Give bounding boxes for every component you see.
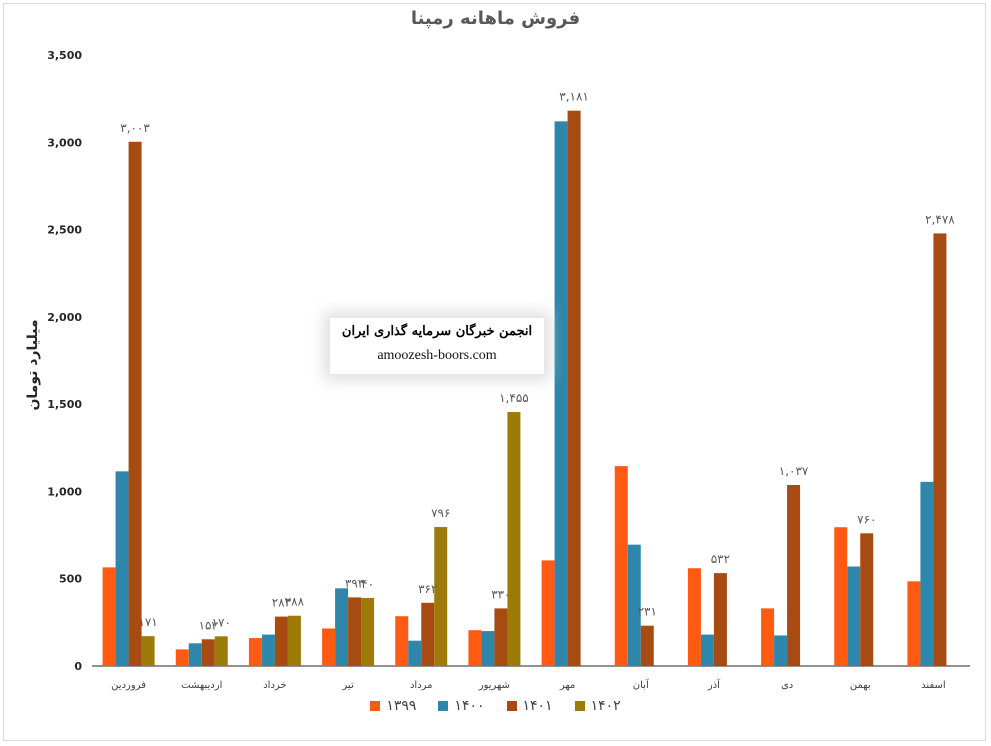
bar bbox=[395, 616, 409, 666]
data-label: ۷۹۶ bbox=[431, 506, 450, 520]
y-tick-label: 0 bbox=[74, 660, 82, 673]
data-label: ۲۸۳ bbox=[272, 596, 292, 610]
bar bbox=[408, 640, 422, 666]
x-tick-label: خرداد bbox=[263, 680, 286, 691]
x-tick-label: تیر bbox=[341, 680, 354, 691]
y-tick-label: 3,000 bbox=[47, 136, 82, 149]
bar bbox=[115, 471, 129, 666]
bar bbox=[128, 141, 142, 667]
bar bbox=[434, 527, 448, 666]
bar bbox=[201, 639, 215, 666]
bar bbox=[421, 602, 435, 666]
bar bbox=[322, 628, 336, 666]
bar bbox=[920, 481, 934, 666]
data-label: ۵۳۲ bbox=[711, 552, 730, 566]
bar bbox=[335, 588, 349, 666]
data-label: ۳۹۳ bbox=[345, 576, 365, 590]
chart-title: فروش ماهانه رمپنا bbox=[410, 8, 581, 29]
bar bbox=[907, 581, 921, 666]
y-tick-label: 2,500 bbox=[47, 224, 82, 237]
x-tick-label: اردیبهشت bbox=[181, 680, 222, 691]
bar bbox=[102, 567, 116, 666]
bar bbox=[175, 649, 189, 666]
legend-item: ۱۳۹۹ bbox=[370, 698, 416, 714]
bar bbox=[933, 233, 947, 667]
bar bbox=[640, 625, 654, 666]
data-label: ۱۵۳ bbox=[199, 618, 219, 632]
bar bbox=[481, 631, 495, 666]
bar bbox=[774, 635, 788, 666]
x-tick-label: آذر bbox=[707, 678, 721, 691]
bar bbox=[274, 616, 288, 666]
bar bbox=[188, 643, 202, 666]
bar bbox=[554, 121, 568, 666]
legend-item: ۱۴۰۱ bbox=[506, 698, 553, 714]
legend-swatch bbox=[506, 701, 517, 711]
watermark-url: amoozesh-boors.com bbox=[377, 348, 497, 363]
data-label: ۲۸۸ bbox=[285, 595, 305, 609]
data-label: ۱۷۰ bbox=[212, 615, 231, 629]
watermark: انجمن خبرگان سرمایه گذاری ایران amoozesh… bbox=[330, 318, 544, 374]
bar bbox=[687, 568, 701, 666]
bar bbox=[468, 630, 482, 666]
data-label: ۷۶۰ bbox=[857, 512, 876, 526]
bar bbox=[847, 566, 861, 666]
bar bbox=[507, 411, 521, 666]
bar bbox=[627, 544, 641, 666]
bar bbox=[261, 634, 275, 666]
data-label: ۱۷۱ bbox=[138, 615, 157, 629]
bar bbox=[141, 636, 155, 666]
bar bbox=[761, 608, 775, 666]
legend-swatch bbox=[438, 701, 449, 711]
legend-label: ۱۴۰۰ bbox=[454, 698, 485, 714]
x-tick-label: آبان bbox=[633, 678, 650, 691]
y-tick-label: 1,500 bbox=[47, 398, 82, 411]
data-label: ۱,۰۳۷ bbox=[779, 464, 809, 478]
data-label: ۳۶۲ bbox=[418, 582, 437, 596]
legend-swatch bbox=[574, 701, 585, 711]
y-tick-label: 500 bbox=[59, 573, 82, 586]
bar bbox=[287, 615, 301, 666]
bar bbox=[713, 573, 727, 666]
legend-swatch bbox=[370, 701, 381, 711]
bar bbox=[787, 484, 801, 666]
bar bbox=[361, 597, 375, 666]
bar bbox=[567, 110, 581, 666]
x-tick-label: مرداد bbox=[410, 680, 433, 691]
bar bbox=[541, 560, 555, 666]
bar bbox=[700, 634, 714, 666]
bar bbox=[348, 597, 362, 666]
data-label: ۱,۴۵۵ bbox=[499, 391, 529, 405]
x-tick-label: اسفند bbox=[921, 680, 945, 691]
data-label: ۲,۴۷۸ bbox=[925, 212, 955, 226]
legend-label: ۱۴۰۱ bbox=[522, 698, 553, 714]
legend-item: ۱۴۰۲ bbox=[574, 698, 621, 714]
bar bbox=[248, 638, 262, 666]
bar bbox=[214, 636, 228, 666]
legend: ۱۳۹۹ ۱۴۰۰ ۱۴۰۱ ۱۴۰۲ bbox=[0, 698, 991, 714]
data-label: ۳,۱۸۱ bbox=[559, 90, 589, 104]
y-tick-label: 3,500 bbox=[47, 49, 82, 62]
bar bbox=[834, 527, 848, 666]
watermark-title: انجمن خبرگان سرمایه گذاری ایران bbox=[341, 324, 533, 339]
data-label: ۲۳۱ bbox=[638, 605, 657, 619]
legend-label: ۱۴۰۲ bbox=[590, 698, 621, 714]
data-label: ۳۳۰ bbox=[491, 587, 510, 601]
x-tick-label: بهمن bbox=[850, 680, 871, 691]
bar bbox=[860, 533, 874, 666]
y-tick-label: 1,000 bbox=[47, 485, 82, 498]
x-tick-label: مهر bbox=[559, 680, 575, 691]
bar bbox=[614, 466, 628, 666]
legend-label: ۱۳۹۹ bbox=[386, 698, 417, 714]
bar bbox=[494, 608, 508, 666]
data-label: ۳,۰۰۳ bbox=[120, 121, 150, 135]
data-label: ۴۰ bbox=[361, 577, 374, 591]
x-tick-label: دی bbox=[781, 680, 793, 691]
x-tick-label: شهریور bbox=[478, 680, 510, 691]
legend-item: ۱۴۰۰ bbox=[438, 698, 485, 714]
x-tick-label: فروردین bbox=[111, 680, 146, 691]
y-tick-label: 2,000 bbox=[47, 311, 82, 324]
